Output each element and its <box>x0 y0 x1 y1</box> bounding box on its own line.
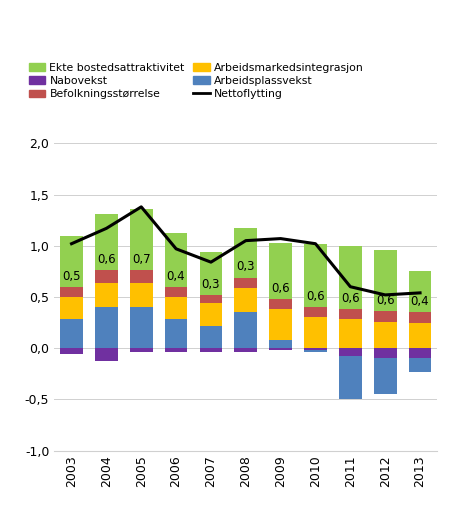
Bar <box>374 250 396 311</box>
Bar <box>200 348 222 352</box>
Bar <box>60 287 83 297</box>
Bar <box>269 340 292 348</box>
Text: 0,7: 0,7 <box>132 253 151 266</box>
Bar <box>130 283 152 307</box>
Bar <box>200 326 222 348</box>
Bar <box>304 317 327 348</box>
Bar <box>374 322 396 348</box>
Bar <box>235 348 257 352</box>
Text: 0,4: 0,4 <box>167 270 185 283</box>
Text: 0,5: 0,5 <box>62 270 81 283</box>
Bar <box>235 278 257 288</box>
Bar <box>339 348 362 356</box>
Bar <box>130 270 152 283</box>
Bar <box>60 319 83 348</box>
Bar <box>60 236 83 287</box>
Bar <box>165 297 188 319</box>
Bar <box>95 270 118 283</box>
Bar <box>200 252 222 295</box>
Bar <box>95 214 118 270</box>
Text: 0,4: 0,4 <box>410 295 429 308</box>
Text: 0,3: 0,3 <box>202 278 220 291</box>
Text: 0,6: 0,6 <box>97 253 115 266</box>
Bar <box>200 295 222 303</box>
Bar <box>304 307 327 317</box>
Text: 0,6: 0,6 <box>271 282 290 295</box>
Bar <box>165 319 188 348</box>
Bar <box>304 348 327 350</box>
Bar <box>339 309 362 319</box>
Bar <box>374 311 396 322</box>
Bar <box>409 271 431 312</box>
Bar <box>165 348 188 352</box>
Bar <box>130 209 152 270</box>
Bar <box>165 233 188 287</box>
Bar <box>304 244 327 307</box>
Bar <box>60 348 83 354</box>
Bar <box>409 323 431 348</box>
Bar <box>165 287 188 297</box>
Bar <box>95 307 118 348</box>
Text: 0,6: 0,6 <box>341 292 359 305</box>
Bar <box>235 312 257 348</box>
Bar <box>339 319 362 348</box>
Bar <box>269 348 292 350</box>
Bar <box>60 297 83 319</box>
Bar <box>339 246 362 309</box>
Bar <box>339 356 362 399</box>
Bar <box>130 307 152 348</box>
Legend: Ekte bostedsattraktivitet, Nabovekst, Befolkningsstørrelse, Arbeidsmarkedsintegr: Ekte bostedsattraktivitet, Nabovekst, Be… <box>29 63 364 99</box>
Bar <box>95 283 118 307</box>
Bar <box>374 358 396 394</box>
Bar <box>409 358 431 372</box>
Bar <box>374 348 396 358</box>
Bar <box>269 309 292 340</box>
Bar <box>200 303 222 326</box>
Text: 0,6: 0,6 <box>376 294 395 307</box>
Bar <box>235 228 257 278</box>
Bar <box>409 312 431 323</box>
Bar <box>130 348 152 352</box>
Bar <box>269 299 292 309</box>
Bar <box>95 348 118 361</box>
Bar <box>409 348 431 358</box>
Text: 0,6: 0,6 <box>306 290 325 303</box>
Text: 0,3: 0,3 <box>236 261 255 273</box>
Bar <box>269 243 292 299</box>
Bar <box>304 350 327 352</box>
Bar <box>235 288 257 312</box>
